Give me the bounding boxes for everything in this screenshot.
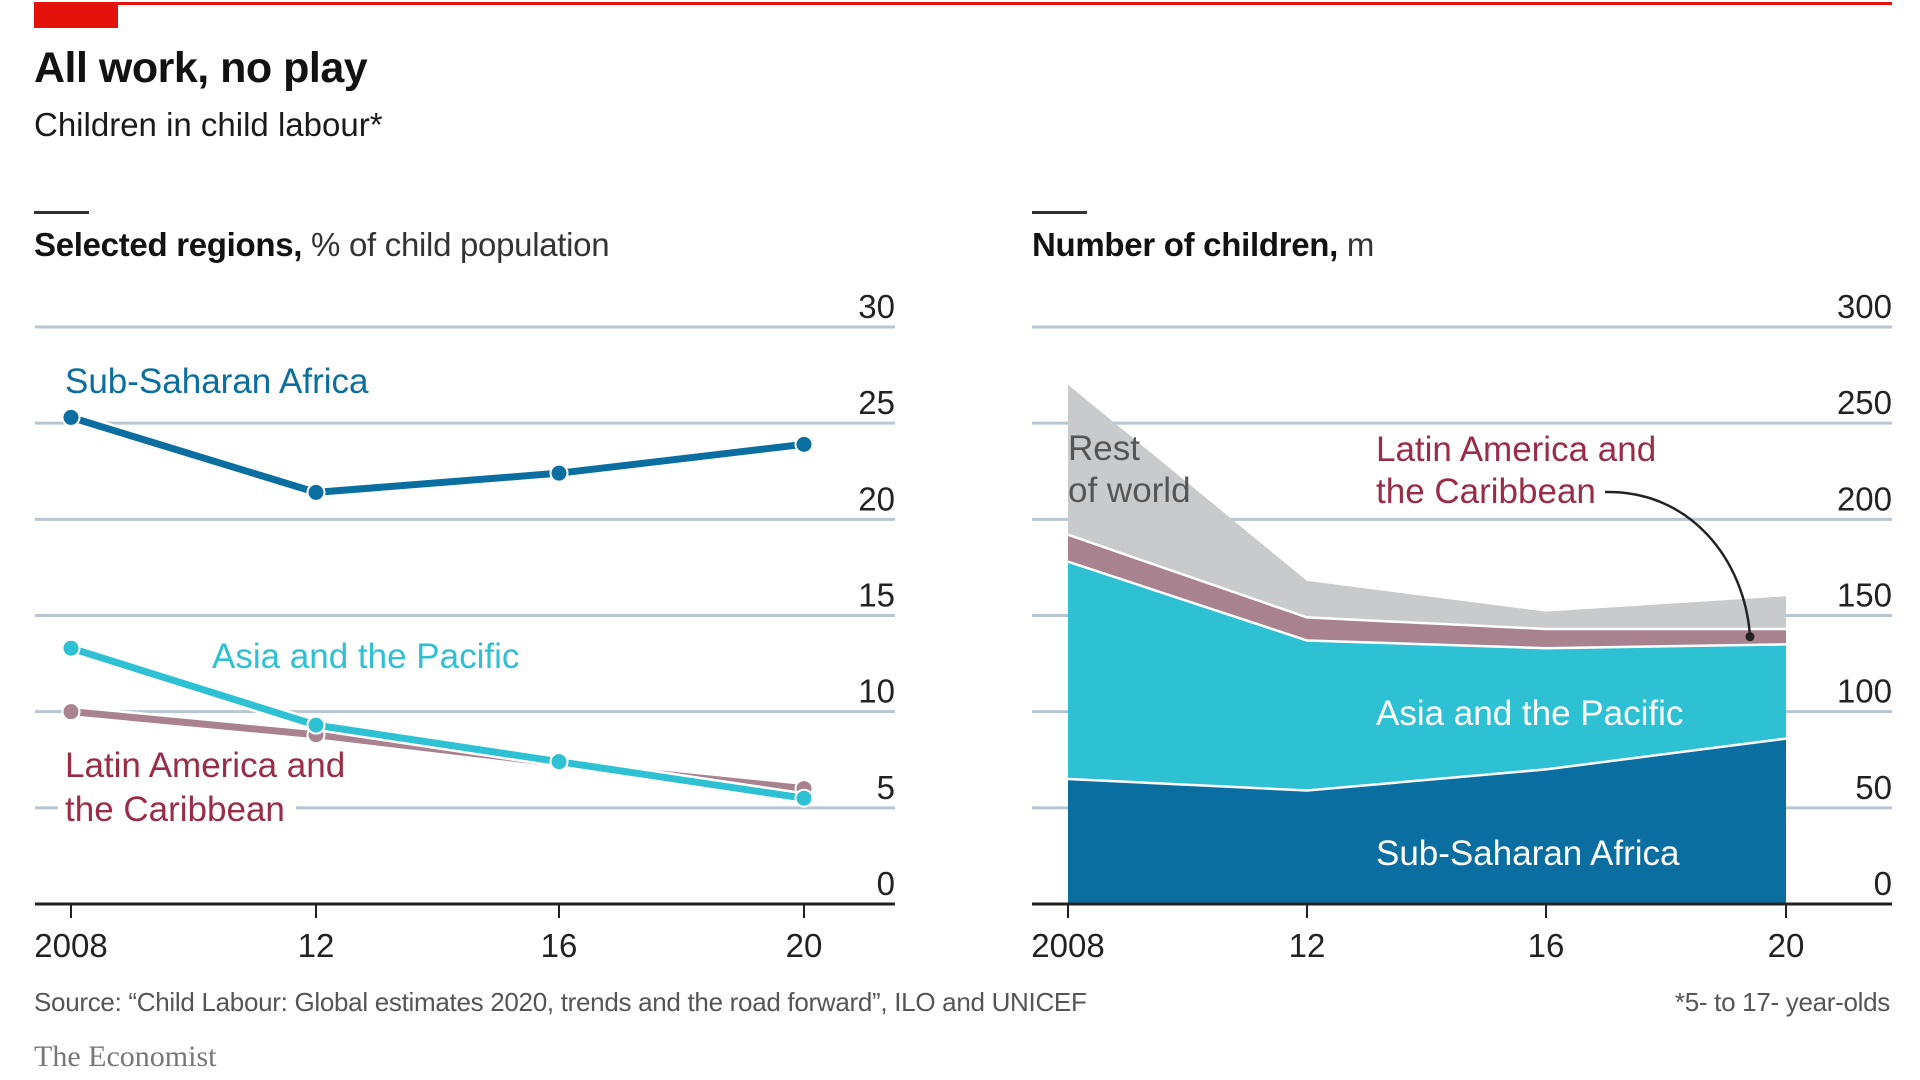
right-ytick-label: 100 [1837, 673, 1892, 710]
label-latin-america-line2: the Caribbean [65, 790, 285, 829]
right-xtick-label: 2008 [1031, 927, 1104, 964]
left-ytick-label: 5 [877, 769, 895, 806]
point-asia [306, 715, 326, 735]
left-ytick-label: 0 [877, 865, 895, 902]
label-asia-pacific: Asia and the Pacific [212, 637, 519, 676]
area-separator-latam [1067, 533, 1786, 631]
point-latam [61, 702, 81, 722]
area-rest-of-world [1068, 384, 1786, 629]
left-ytick-label: 10 [858, 673, 895, 710]
label-latin-america-line2: the Caribbean [1376, 472, 1596, 511]
label-asia-pacific: Asia and the Pacific [1376, 694, 1683, 733]
right-xtick-label: 20 [1768, 927, 1805, 964]
annotation-dot [1745, 632, 1755, 642]
annotation-leader-line [1604, 490, 1752, 637]
area-separator-ssa [1067, 737, 1787, 792]
source-note: Source: “Child Labour: Global estimates … [34, 987, 1087, 1017]
label-bg [58, 785, 296, 825]
label-rest-of-world-line1: Rest [1068, 429, 1140, 468]
left-ytick-label: 15 [858, 577, 895, 614]
left-panel-title: Selected regions, % of child population [34, 226, 610, 264]
point-asia [549, 752, 569, 772]
label-latin-america-line1: Latin America and [65, 746, 345, 785]
left-panel-title-unit: % of child population [311, 226, 610, 263]
top-red-rule [34, 2, 1892, 5]
point-ssa [306, 482, 326, 502]
chart-title: All work, no play [34, 44, 368, 92]
right-x-axis: 2008 12 16 20 [1031, 902, 1892, 964]
point-asia [794, 788, 814, 808]
left-xtick-label: 16 [541, 927, 578, 964]
right-series-labels: 0 50 100 150 200 250 300 Sub-Saharan Africa Asia… [1068, 288, 1892, 902]
right-ytick-label: 250 [1837, 384, 1892, 421]
left-xtick-label: 2008 [34, 927, 107, 964]
chart-subtitle: Children in child labour* [34, 106, 383, 143]
left-panel-rule [34, 211, 89, 214]
right-ytick-label: 300 [1837, 288, 1892, 325]
right-stacked-areas [1067, 384, 1787, 904]
left-ytick-label: 25 [858, 384, 895, 421]
label-sub-saharan-africa: Sub-Saharan Africa [1376, 834, 1680, 873]
right-ytick-label: 0 [1874, 865, 1892, 902]
line-ssa [69, 414, 805, 496]
right-panel-title: Number of children, m [1032, 226, 1374, 264]
left-ytick-label: 20 [858, 480, 895, 517]
area-asia [1068, 561, 1786, 791]
label-latin-america-line1: Latin America and [1376, 430, 1656, 469]
right-panel-title-unit: m [1346, 226, 1375, 263]
area-separator-asia [1067, 560, 1787, 650]
point-ssa [549, 463, 569, 483]
right-panel-rule [1032, 211, 1087, 214]
left-xtick-label: 20 [786, 927, 823, 964]
label-sub-saharan-africa: Sub-Saharan Africa [65, 362, 369, 401]
left-ytick-label: 30 [858, 288, 895, 325]
point-asia [61, 638, 81, 658]
right-panel-title-bold: Number of children, [1032, 226, 1338, 263]
line-asia [69, 644, 805, 802]
label-rest-of-world-line2: of world [1068, 471, 1191, 510]
right-xtick-label: 16 [1528, 927, 1565, 964]
brand-logo: The Economist [34, 1040, 217, 1073]
point-ssa [61, 407, 81, 427]
left-series-labels: Sub-Saharan Africa Asia and the Pacific La… [58, 362, 519, 829]
left-gridlines: 0 5 10 15 20 25 30 [35, 288, 895, 902]
left-xtick-label: 12 [298, 927, 335, 964]
left-series-lines [61, 407, 814, 808]
right-ytick-label: 200 [1837, 480, 1892, 517]
footnote: *5- to 17- year-olds [1674, 987, 1890, 1017]
left-panel-title-bold: Selected regions, [34, 226, 303, 263]
red-tag [34, 2, 118, 28]
right-xtick-label: 12 [1289, 927, 1326, 964]
right-ytick-label: 50 [1855, 769, 1892, 806]
right-ytick-label: 150 [1837, 577, 1892, 614]
left-x-axis: 2008 12 16 20 [34, 902, 895, 964]
area-ssa [1068, 738, 1786, 904]
point-ssa [794, 434, 814, 454]
